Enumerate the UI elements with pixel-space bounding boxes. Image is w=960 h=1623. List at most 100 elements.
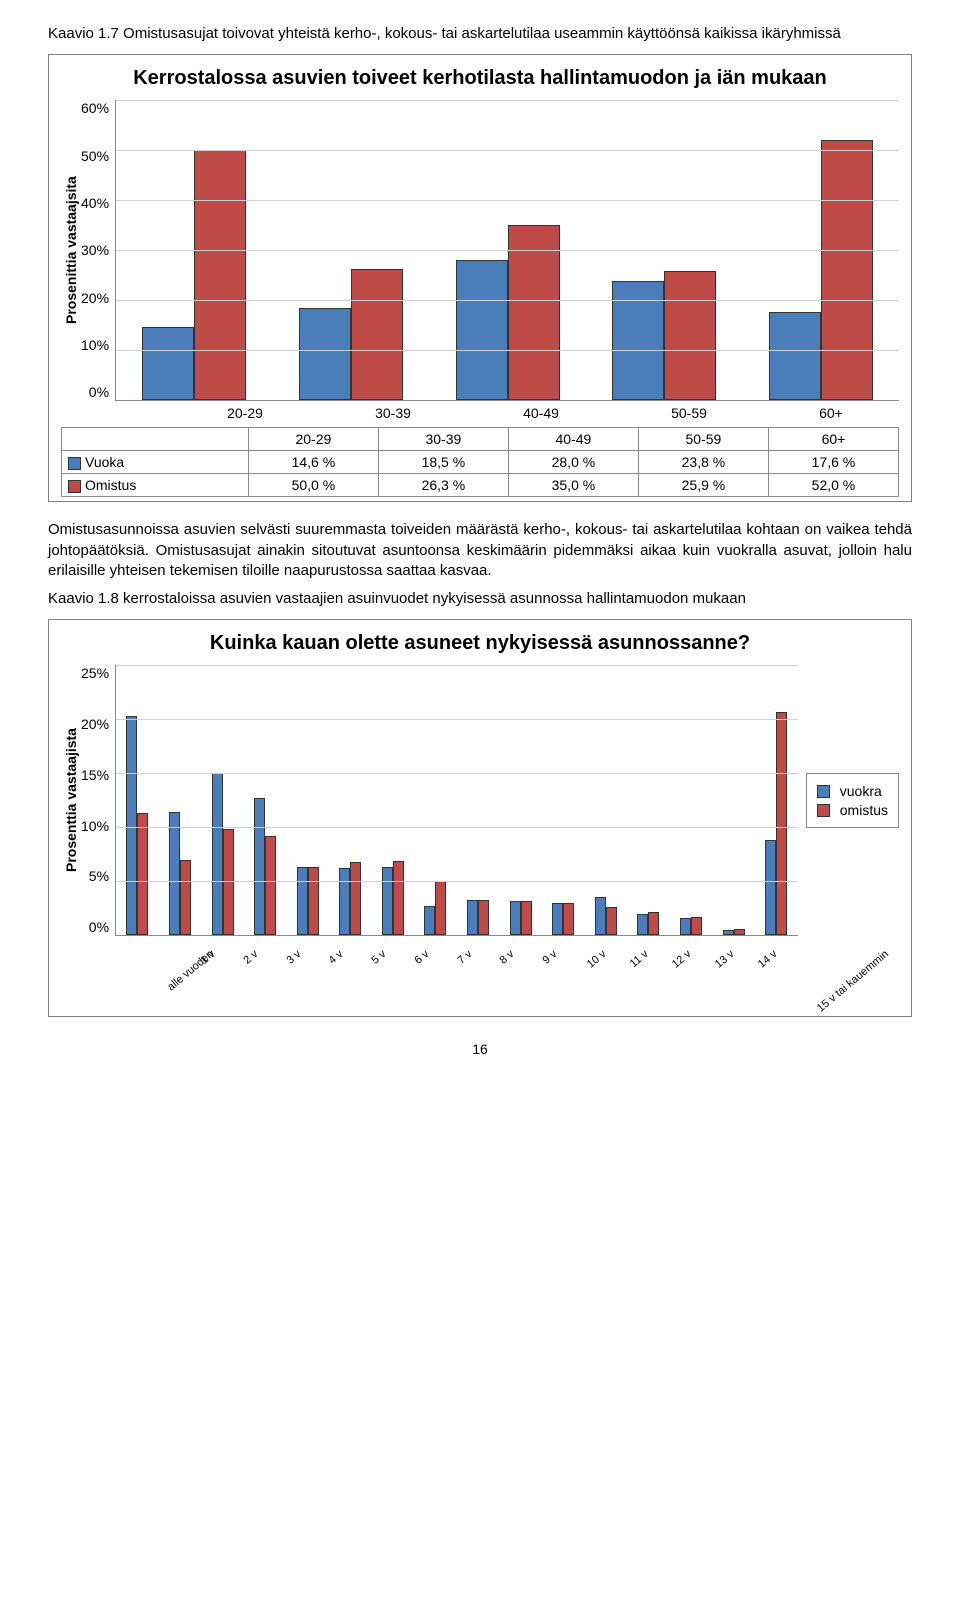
bar — [821, 140, 873, 400]
chart-2-plot — [115, 665, 798, 936]
bar — [467, 900, 478, 936]
xcat: 60+ — [819, 405, 843, 421]
xcat: 3 v — [284, 948, 303, 967]
xcat: 40-49 — [523, 405, 559, 421]
bar — [169, 812, 180, 935]
ytick: 5% — [89, 868, 109, 884]
chart-2-legend: vuokra omistus — [806, 773, 899, 828]
xcat: 2 v — [241, 948, 260, 967]
bar-group — [637, 912, 659, 936]
chart-1-title: Kerrostalossa asuvien toiveet kerhotilas… — [61, 67, 899, 90]
ytick: 40% — [81, 195, 109, 211]
ytick: 30% — [81, 242, 109, 258]
chart-1-frame: Kerrostalossa asuvien toiveet kerhotilas… — [48, 54, 912, 502]
xcat: 9 v — [541, 948, 560, 967]
ytick: 10% — [81, 337, 109, 353]
legend-label: vuokra — [840, 783, 882, 799]
chart-1-plot — [115, 100, 899, 401]
table-cell: 17,6 % — [768, 451, 898, 474]
bar — [776, 712, 787, 936]
bar — [723, 930, 734, 935]
bar — [142, 327, 194, 400]
bar — [297, 867, 308, 935]
bar — [664, 271, 716, 401]
bar — [265, 836, 276, 935]
bar-group — [169, 812, 191, 935]
legend-swatch — [817, 804, 830, 817]
body-paragraph-1: Omistusasunnoissa asuvien selvästi suure… — [48, 520, 912, 581]
bar-group — [297, 867, 319, 935]
ytick: 0% — [89, 919, 109, 935]
legend-row: vuokra — [817, 783, 888, 799]
bar-group — [142, 150, 246, 400]
bar-group — [254, 798, 276, 935]
chart-1-data-table: 20-2930-3940-4950-5960+Vuoka14,6 %18,5 %… — [61, 427, 899, 497]
bar-group — [723, 929, 745, 935]
xcat: 30-39 — [375, 405, 411, 421]
table-cell: 26,3 % — [378, 474, 508, 497]
bar — [299, 308, 351, 401]
bar-group — [680, 917, 702, 935]
bar — [350, 862, 361, 935]
ytick: 50% — [81, 148, 109, 164]
series-name: Omistus — [85, 477, 136, 493]
bar — [691, 917, 702, 935]
bar — [606, 907, 617, 935]
bar — [223, 829, 234, 935]
bar-group — [769, 140, 873, 400]
legend-label: omistus — [840, 802, 888, 818]
xcat: 4 v — [327, 948, 346, 967]
xcat: 12 v — [670, 948, 694, 971]
bar — [212, 773, 223, 935]
ytick: 25% — [81, 665, 109, 681]
bar-group — [382, 861, 404, 936]
chart-1-ylabel: Prosenittia vastaajsita — [61, 100, 81, 401]
bar — [254, 798, 265, 935]
xcat: 5 v — [370, 948, 389, 967]
xcat: 20-29 — [227, 405, 263, 421]
bar — [126, 716, 137, 935]
bar — [765, 840, 776, 935]
bar-group — [765, 712, 787, 936]
bar — [508, 225, 560, 400]
bar — [478, 900, 489, 936]
bar — [393, 861, 404, 936]
bar — [194, 150, 246, 400]
chart-1-yticks: 60% 50% 40% 30% 20% 10% 0% — [81, 100, 115, 400]
chart-2-ylabel: Prosenttia vastaajista — [61, 665, 81, 936]
bar-group — [212, 773, 234, 935]
xcat: 11 v — [627, 948, 650, 970]
bar-group — [299, 269, 403, 401]
bar — [552, 903, 563, 935]
legend-swatch — [817, 785, 830, 798]
table-cell: 23,8 % — [638, 451, 768, 474]
bar — [734, 929, 745, 935]
ytick: 0% — [89, 384, 109, 400]
bar — [351, 269, 403, 401]
xcat: 10 v — [585, 948, 609, 971]
figure-caption-1: Kaavio 1.7 Omistusasujat toivovat yhteis… — [48, 24, 912, 44]
bar — [563, 903, 574, 935]
ytick: 10% — [81, 818, 109, 834]
table-cell: 14,6 % — [248, 451, 378, 474]
legend-row: omistus — [817, 802, 888, 818]
xcat: 13 v — [713, 948, 737, 971]
bar — [521, 901, 532, 936]
bar-group — [126, 716, 148, 935]
figure-caption-2: Kaavio 1.8 kerrostaloissa asuvien vastaa… — [48, 589, 912, 609]
xcat: 14 v — [756, 948, 780, 971]
ytick: 20% — [81, 290, 109, 306]
bar — [637, 914, 648, 936]
chart-2-title: Kuinka kauan olette asuneet nykyisessä a… — [61, 632, 899, 655]
table-cell: 52,0 % — [768, 474, 898, 497]
series-name: Vuoka — [85, 454, 124, 470]
bar — [648, 912, 659, 936]
xcat: 8 v — [498, 948, 517, 967]
ytick: 60% — [81, 100, 109, 116]
bar-group — [595, 897, 617, 935]
legend-swatch — [68, 480, 81, 493]
bar — [435, 881, 446, 935]
bar — [595, 897, 606, 935]
table-cell: 35,0 % — [508, 474, 638, 497]
bar-group — [467, 900, 489, 936]
